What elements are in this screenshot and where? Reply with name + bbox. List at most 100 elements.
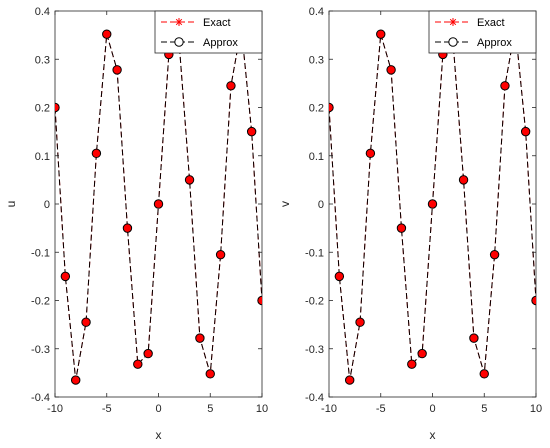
y-tick-label: -0.1	[31, 247, 50, 259]
exact-point	[490, 250, 499, 259]
exact-point	[428, 200, 437, 208]
exact-point	[418, 349, 427, 358]
exact-point	[92, 149, 101, 158]
approx-point	[417, 348, 427, 359]
x-tick-label: 10	[256, 403, 268, 415]
approx-point	[520, 126, 531, 137]
exact-point	[387, 65, 396, 74]
approx-point	[396, 223, 407, 233]
exact-point	[82, 318, 91, 327]
approx-point	[329, 102, 334, 113]
y-tick-label: 0.3	[309, 54, 324, 66]
approx-point	[143, 348, 153, 359]
x-tick-label: 5	[207, 403, 213, 415]
approx-point	[531, 295, 536, 306]
approx-point	[376, 29, 386, 39]
y-tick-label: 0	[318, 199, 324, 211]
legend: Exact Approx	[154, 10, 263, 54]
exact-point	[521, 127, 530, 136]
approx-point	[458, 175, 469, 185]
exact-point	[133, 360, 142, 369]
legend-circle-marker	[174, 37, 184, 47]
x-tick-label: -10	[321, 403, 337, 415]
x-tick-label: -5	[102, 403, 112, 415]
exact-point	[407, 360, 416, 369]
exact-point	[216, 250, 225, 259]
x-tick-label: -5	[376, 403, 386, 415]
approx-point	[184, 175, 195, 185]
legend-circle-marker	[448, 37, 458, 47]
exact-point	[102, 30, 111, 39]
y-tick-label: 0.1	[309, 151, 324, 163]
exact-point	[61, 272, 70, 281]
plot-area	[329, 23, 536, 385]
legend-label: Exact	[477, 17, 505, 29]
y-tick-label: -0.4	[305, 392, 324, 404]
approx-point	[407, 359, 417, 369]
y-tick-label: -0.2	[31, 296, 50, 308]
approx-point	[355, 317, 365, 327]
exact-point	[195, 334, 204, 343]
approx-point	[246, 126, 257, 137]
approx-point	[102, 29, 112, 39]
plot-panel-2: -10 -5 0 5 10 -0.4 -0.3 -0.2 -0.1 0 0.1 0.2 0.3 0.4 x v…	[278, 6, 542, 442]
exact-point	[376, 30, 385, 39]
exact-point	[459, 175, 468, 184]
legend-asterisk-marker	[175, 18, 183, 26]
approx-point	[365, 148, 376, 159]
y-tick-label: 0.4	[35, 6, 50, 18]
exact-point	[123, 224, 132, 233]
y-tick-label: 0	[44, 199, 50, 211]
x-tick-label: -10	[47, 403, 63, 415]
x-tick-label: 0	[429, 403, 435, 415]
legend-box	[428, 10, 537, 54]
legend-label: Approx	[477, 37, 512, 49]
approx-point	[60, 271, 71, 282]
y-tick-label: -0.3	[305, 344, 324, 356]
approx-point	[205, 369, 215, 379]
approx-point	[153, 199, 164, 209]
legend-entry-approx: Approx	[435, 37, 512, 49]
legend-entry-approx: Approx	[161, 37, 238, 49]
legend-entry-exact: Exact	[161, 17, 231, 29]
y-tick-label: 0.3	[35, 54, 50, 66]
exact-point	[247, 127, 256, 136]
exact-point	[366, 149, 375, 158]
approx-point	[195, 333, 205, 343]
exact-point	[335, 272, 344, 281]
approx-point	[112, 65, 122, 75]
exact-point	[226, 81, 235, 90]
y-tick-label: -0.3	[31, 344, 50, 356]
y-tick-label: -0.4	[31, 392, 50, 404]
approx-point	[71, 375, 81, 385]
legend-entry-exact: Exact	[435, 17, 505, 29]
exact-point	[55, 103, 59, 112]
exact-point	[185, 175, 194, 184]
exact-point	[154, 200, 163, 208]
approx-point	[91, 148, 102, 159]
exact-point	[397, 224, 406, 233]
y-axis-label: u	[4, 201, 18, 208]
approx-point	[469, 333, 479, 343]
exact-point	[71, 376, 80, 385]
y-tick-label: 0.1	[35, 151, 50, 163]
exact-point	[480, 369, 489, 378]
y-tick-label: 0.2	[309, 103, 324, 115]
approx-point	[334, 271, 345, 282]
x-tick-label: 0	[155, 403, 161, 415]
y-tick-label: 0.4	[309, 6, 324, 18]
exact-point	[258, 296, 262, 305]
approx-point	[226, 81, 236, 91]
x-tick-label: 5	[481, 403, 487, 415]
approx-point	[215, 249, 226, 260]
exact-point	[144, 349, 153, 358]
approx-point	[427, 199, 438, 209]
legend-label: Approx	[203, 37, 238, 49]
legend-asterisk-marker	[449, 18, 457, 26]
approx-point	[479, 369, 489, 379]
exact-point	[356, 318, 365, 327]
approx-point	[81, 317, 91, 327]
legend: Exact Approx	[428, 10, 537, 54]
x-axis-label: x	[156, 428, 162, 442]
x-axis-label: x	[430, 428, 436, 442]
